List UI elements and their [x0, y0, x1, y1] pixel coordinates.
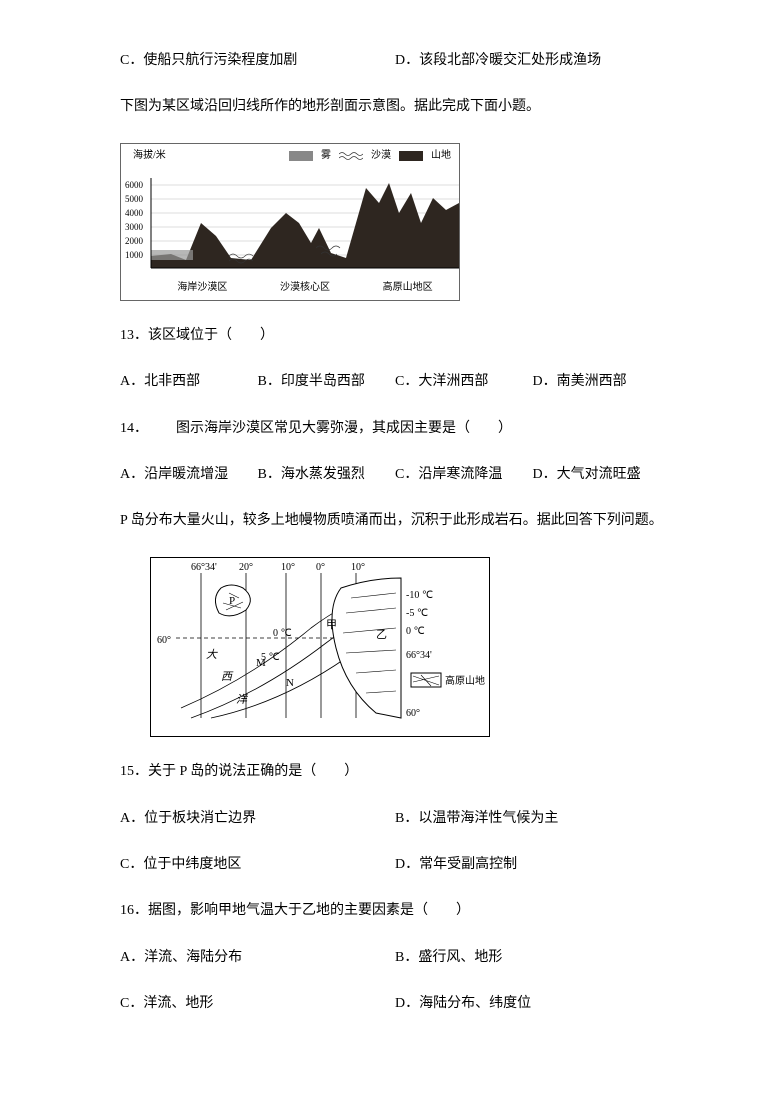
label-p: P — [229, 595, 235, 607]
r-neg10: -10 ℃ — [406, 590, 433, 601]
xlabel-core: 沙漠核心区 — [254, 280, 357, 296]
q13-b: B．印度半岛西部 — [258, 371, 396, 393]
r-60: 60° — [406, 708, 420, 719]
q15-row2: C．位于中纬度地区 D．常年受副高控制 — [120, 854, 670, 876]
q14-d: D．大气对流旺盛 — [533, 464, 671, 486]
map-svg: 66°34' 20° 10° 0° 10° 60° — [151, 558, 489, 728]
r-0: 0 ℃ — [406, 626, 425, 637]
chart-xlabels: 海岸沙漠区 沙漠核心区 高原山地区 — [121, 278, 459, 300]
ytick-1000: 1000 — [125, 250, 144, 260]
lon-3: 0° — [316, 562, 325, 573]
lon-4: 10° — [351, 562, 365, 573]
legend-mountain-label: 山地 — [431, 148, 451, 164]
iso-5: 5 ℃ — [261, 652, 280, 663]
prev-options: C．使船只航行污染程度加剧 D．该段北部冷暖交汇处形成渔场 — [120, 50, 670, 72]
q16-c: C．洋流、地形 — [120, 993, 395, 1015]
legend-mountain-swatch — [399, 151, 423, 161]
map-right-labels: -10 ℃ -5 ℃ 0 ℃ 66°34' 60° — [406, 590, 433, 719]
label-jia: 甲 — [326, 619, 337, 631]
lon-2: 10° — [281, 562, 295, 573]
q16-stem: 16．据图，影响甲地气温大于乙地的主要因素是（ ） — [120, 900, 670, 922]
intro-2: P 岛分布大量火山，较多上地幔物质喷涌而出，沉积于此形成岩石。据此回答下列问题。 — [120, 510, 670, 532]
label-xi: 西 — [221, 671, 234, 683]
q16-a: A．洋流、海陆分布 — [120, 947, 395, 969]
q14-text: 图示海岸沙漠区常见大雾弥漫，其成因主要是（ ） — [148, 418, 512, 440]
ytick-6000: 6000 — [125, 180, 144, 190]
q14-b: B．海水蒸发强烈 — [258, 464, 396, 486]
p-island-map: 66°34' 20° 10° 0° 10° 60° — [150, 557, 670, 737]
legend-desert-swatch — [339, 151, 363, 161]
q15-stem: 15．关于 P 岛的说法正确的是（ ） — [120, 761, 670, 783]
iso-0: 0 ℃ — [273, 628, 292, 639]
ytick-2000: 2000 — [125, 236, 144, 246]
q15-row1: A．位于板块消亡边界 B．以温带海洋性气候为主 — [120, 808, 670, 830]
label-yang: 洋 — [236, 693, 249, 706]
q16-b: B．盛行风、地形 — [395, 947, 670, 969]
ytick-4000: 4000 — [125, 208, 144, 218]
prev-opt-d: D．该段北部冷暖交汇处形成渔场 — [395, 50, 670, 72]
mountain-path — [151, 183, 459, 268]
terrain-profile-chart: 海拔/米 雾 沙漠 山地 6000 5000 4000 3000 2000 10… — [120, 143, 670, 301]
q14-num: 14． — [120, 421, 148, 436]
q15-c: C．位于中纬度地区 — [120, 854, 395, 876]
chart-legend: 海拔/米 雾 沙漠 山地 — [121, 144, 459, 168]
xlabel-coast: 海岸沙漠区 — [151, 280, 254, 296]
legend-desert-label: 沙漠 — [371, 148, 391, 164]
q13-stem: 13．该区域位于（ ） — [120, 325, 670, 347]
ytick-5000: 5000 — [125, 194, 144, 204]
q14-a: A．沿岸暖流增湿 — [120, 464, 258, 486]
q15-d: D．常年受副高控制 — [395, 854, 670, 876]
q15-b: B．以温带海洋性气候为主 — [395, 808, 670, 830]
q13-d: D．南美洲西部 — [533, 371, 671, 393]
terrain-svg: 6000 5000 4000 3000 2000 1000 — [121, 168, 459, 278]
q14-c: C．沿岸寒流降温 — [395, 464, 533, 486]
legend-fog-swatch — [289, 151, 313, 161]
chart-ylabel: 海拔/米 — [133, 148, 166, 164]
q16-row2: C．洋流、地形 D．海陆分布、纬度位 — [120, 993, 670, 1015]
q13-a: A．北非西部 — [120, 371, 258, 393]
q15-a: A．位于板块消亡边界 — [120, 808, 395, 830]
r-6634: 66°34' — [406, 650, 432, 661]
q13-c: C．大洋洲西部 — [395, 371, 533, 393]
fog-area — [151, 250, 193, 260]
q16-row1: A．洋流、海陆分布 B．盛行风、地形 — [120, 947, 670, 969]
label-da: 大 — [206, 648, 218, 661]
legend-fog-label: 雾 — [321, 148, 331, 164]
ytick-3000: 3000 — [125, 222, 144, 232]
label-yi: 乙 — [376, 628, 387, 641]
q14-stem: 14．图示海岸沙漠区常见大雾弥漫，其成因主要是（ ） — [120, 418, 670, 440]
r-neg5: -5 ℃ — [406, 608, 428, 619]
intro-1: 下图为某区域沿回归线所作的地形剖面示意图。据此完成下面小题。 — [120, 96, 670, 118]
lat-60: 60° — [157, 635, 171, 646]
map-legend: 高原山地 — [411, 673, 485, 687]
xlabel-plateau: 高原山地区 — [356, 280, 459, 296]
prev-opt-c: C．使船只航行污染程度加剧 — [120, 50, 395, 72]
label-n: N — [286, 677, 294, 689]
q16-d: D．海陆分布、纬度位 — [395, 993, 670, 1015]
lon-0: 66°34' — [191, 562, 217, 573]
q14-options: A．沿岸暖流增湿 B．海水蒸发强烈 C．沿岸寒流降温 D．大气对流旺盛 — [120, 464, 670, 486]
lon-1: 20° — [239, 562, 253, 573]
q13-options: A．北非西部 B．印度半岛西部 C．大洋洲西部 D．南美洲西部 — [120, 371, 670, 393]
map-legend-label: 高原山地 — [445, 674, 485, 687]
